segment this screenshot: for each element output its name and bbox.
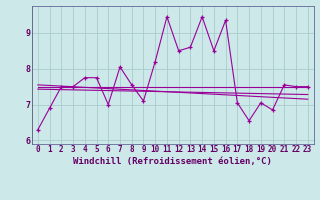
X-axis label: Windchill (Refroidissement éolien,°C): Windchill (Refroidissement éolien,°C) — [73, 157, 272, 166]
